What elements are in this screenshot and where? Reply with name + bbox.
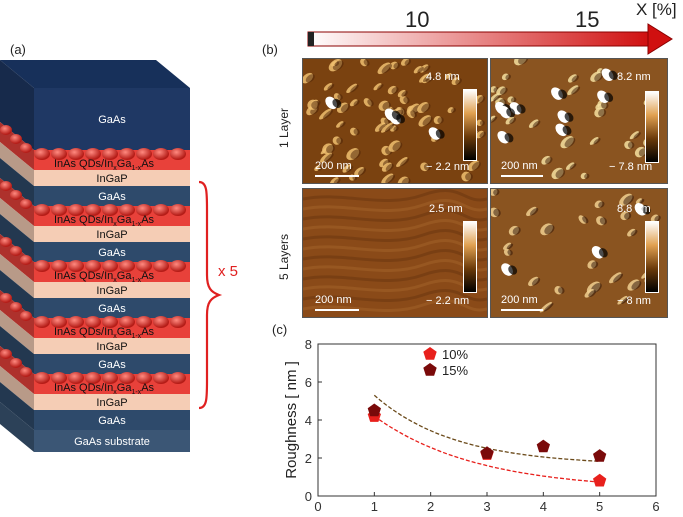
- layer-top: [34, 88, 190, 150]
- x-tick-label: 4: [540, 499, 547, 514]
- svg-text:GaAs: GaAs: [98, 247, 126, 259]
- layer-substrate: [34, 430, 190, 452]
- svg-text:InAs QDs/InxGa1-xAs: InAs QDs/InxGa1-xAs: [54, 214, 155, 228]
- repeat-label: x 5: [218, 263, 239, 280]
- afm-image-5layers-15pct: 8.8 nm − 8 nm 200 nm: [490, 188, 668, 318]
- roughness-chart: 0 1 2 3 4 5 6 0 2 4 6 8 Number of layers Roughness [ …: [283, 337, 660, 517]
- svg-text:InGaP: InGaP: [96, 285, 127, 297]
- svg-text:GaAs: GaAs: [98, 415, 126, 427]
- scale-bar-label: 200 nm: [315, 160, 352, 172]
- svg-text:InAs QDs/InxGa1-xAs: InAs QDs/InxGa1-xAs: [54, 158, 155, 172]
- plot-frame: [317, 343, 657, 497]
- colorbar-min: − 2.2 nm: [426, 161, 470, 173]
- svg-text:InAs QDs/InxGa1-xAs: InAs QDs/InxGa1-xAs: [54, 382, 155, 396]
- svg-text:InAs QDs/InxGa1-xAs: InAs QDs/InxGa1-xAs: [54, 270, 155, 284]
- data-point-15%: [480, 446, 494, 459]
- svg-text:GaAs: GaAs: [98, 114, 126, 126]
- svg-text:GaAs: GaAs: [98, 359, 126, 371]
- svg-text:InGaP: InGaP: [96, 397, 127, 409]
- scale-bar-label: 200 nm: [501, 160, 538, 172]
- x-tick-label: 0: [314, 499, 321, 514]
- afm-image-5layers-10pct: 2.5 nm − 2.2 nm 200 nm: [302, 188, 488, 318]
- layer-ingap: [34, 338, 190, 354]
- layer-ingap: [34, 394, 190, 410]
- panel-c-label: (c): [272, 322, 288, 337]
- x-tick-label: 3: [483, 499, 490, 514]
- stack-top-face: [0, 60, 190, 88]
- scale-bar-label: 200 nm: [315, 294, 352, 306]
- y-tick-label: 0: [305, 489, 312, 504]
- colorbar-min: − 8 nm: [617, 295, 651, 307]
- data-point-15%: [367, 403, 381, 417]
- colorbar-min: − 2.2 nm: [426, 295, 470, 307]
- layer-ingap: [34, 226, 190, 242]
- legend-marker-15%: [423, 363, 437, 376]
- layer-ingap: [34, 282, 190, 298]
- x-tick-label: 6: [652, 499, 659, 514]
- layer-ingap: [34, 170, 190, 186]
- svg-text:GaAs substrate: GaAs substrate: [74, 436, 150, 448]
- x-axis-label: Number of layers: [430, 515, 544, 517]
- svg-text:InGaP: InGaP: [96, 341, 127, 353]
- y-tick-label: 6: [305, 375, 312, 390]
- fit-line-15%: [373, 394, 600, 462]
- svg-text:GaAs: GaAs: [98, 191, 126, 203]
- afm-image-1layer-10pct: 4.8 nm − 2.2 nm 200 nm: [302, 58, 488, 184]
- row-label-5-layers: 5 Layers: [277, 233, 291, 280]
- layer-gaas: [34, 410, 190, 430]
- colorbar-max: 4.8 nm: [426, 71, 460, 83]
- arrow-label-15: 15: [575, 7, 600, 32]
- layer-gaas: [34, 186, 190, 206]
- legend-marker-10%: [423, 347, 437, 360]
- legend-label: 15%: [442, 363, 468, 378]
- x-tick-label: 2: [427, 499, 434, 514]
- svg-text:GaAs: GaAs: [98, 303, 126, 315]
- y-axis-label: Roughness [ nm ]: [283, 361, 300, 479]
- y-tick-label: 8: [305, 337, 312, 352]
- panel-a-label: (a): [10, 42, 26, 57]
- layer-gaas: [34, 354, 190, 374]
- svg-text:InGaP: InGaP: [96, 229, 127, 241]
- colorbar-max: 2.5 nm: [429, 203, 463, 215]
- colorbar-max: 8.8 nm: [617, 203, 651, 215]
- data-point-15%: [536, 439, 550, 453]
- colorbar-max: 8.2 nm: [617, 71, 651, 83]
- svg-text:InAs QDs/InxGa1-xAs: InAs QDs/InxGa1-xAs: [54, 326, 155, 340]
- y-tick-label: 2: [305, 451, 312, 466]
- repeat-bracket: [198, 180, 223, 410]
- svg-text:InGaP: InGaP: [96, 173, 127, 185]
- colorbar-min: − 7.8 nm: [609, 161, 653, 173]
- scale-bar-label: 200 nm: [501, 294, 538, 306]
- row-label-1-layer: 1 Layer: [277, 107, 291, 148]
- x-tick-label: 1: [371, 499, 378, 514]
- arrow-label-10: 10: [405, 7, 430, 32]
- x-tick-label: 5: [596, 499, 603, 514]
- panel-b-label: (b): [262, 42, 278, 57]
- arrow-axis-label: X [%]: [636, 0, 677, 19]
- legend-label: 10%: [442, 347, 468, 362]
- fit-line-10%: [373, 415, 600, 483]
- y-tick-label: 4: [305, 413, 312, 428]
- layer-gaas: [34, 242, 190, 262]
- data-point-15%: [593, 449, 607, 462]
- composition-arrow: [307, 23, 673, 55]
- layer-gaas: [34, 298, 190, 318]
- data-point-10%: [593, 473, 607, 487]
- afm-image-1layer-15pct: 8.2 nm − 7.8 nm 200 nm: [490, 58, 668, 184]
